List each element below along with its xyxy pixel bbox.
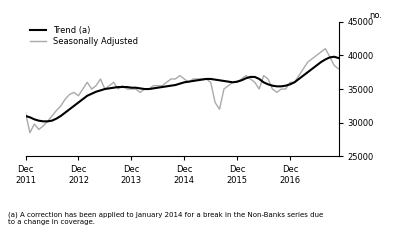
Text: (a) A correction has been applied to January 2014 for a break in the Non-Banks s: (a) A correction has been applied to Jan… xyxy=(8,211,323,225)
Legend: Trend (a), Seasonally Adjusted: Trend (a), Seasonally Adjusted xyxy=(30,26,138,46)
Y-axis label: no.: no. xyxy=(370,11,383,20)
